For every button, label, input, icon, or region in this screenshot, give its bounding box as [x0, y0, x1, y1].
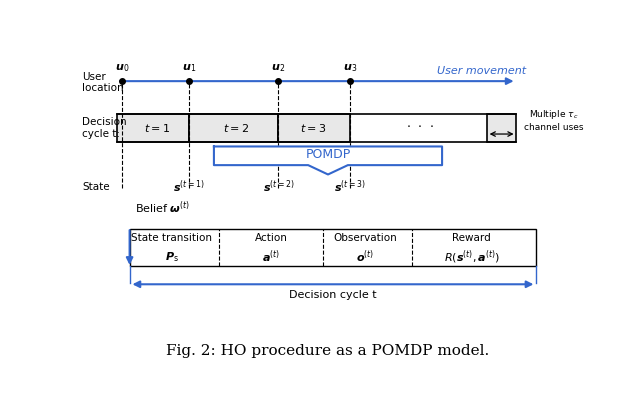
Text: $\boldsymbol{s}^{(t=1)}$: $\boldsymbol{s}^{(t=1)}$: [173, 179, 205, 195]
Text: $R(\boldsymbol{s}^{(t)},\boldsymbol{a}^{(t)})$: $R(\boldsymbol{s}^{(t)},\boldsymbol{a}^{…: [444, 248, 500, 266]
Text: $t = 3$: $t = 3$: [300, 122, 326, 134]
Text: POMDP: POMDP: [305, 148, 351, 161]
Text: $\boldsymbol{u}_{3}$: $\boldsymbol{u}_{3}$: [343, 63, 358, 74]
Text: $\boldsymbol{s}^{(t=3)}$: $\boldsymbol{s}^{(t=3)}$: [335, 179, 366, 195]
Bar: [486, 114, 516, 142]
Text: User movement: User movement: [437, 65, 526, 76]
Text: State: State: [83, 182, 110, 192]
Text: $\boldsymbol{o}^{(t)}$: $\boldsymbol{o}^{(t)}$: [356, 248, 374, 265]
Text: State transition: State transition: [131, 233, 212, 243]
Text: $\boldsymbol{P}_{\mathrm{s}}$: $\boldsymbol{P}_{\mathrm{s}}$: [164, 250, 179, 264]
Text: $\boldsymbol{u}_{2}$: $\boldsymbol{u}_{2}$: [271, 63, 285, 74]
Bar: [129, 229, 536, 266]
Text: $\boldsymbol{s}^{(t=2)}$: $\boldsymbol{s}^{(t=2)}$: [262, 179, 294, 195]
Text: $\cdot$  $\cdot$  $\cdot$: $\cdot$ $\cdot$ $\cdot$: [406, 121, 434, 134]
Text: Observation: Observation: [333, 233, 397, 243]
Text: Decision
cycle t:: Decision cycle t:: [83, 117, 127, 139]
Text: Action: Action: [255, 233, 287, 243]
Bar: [189, 114, 278, 142]
Text: Decision cycle t: Decision cycle t: [289, 290, 377, 300]
Bar: [117, 114, 189, 142]
Text: $t = 1$: $t = 1$: [144, 122, 170, 134]
Text: User
location: User location: [83, 72, 124, 93]
Text: Fig. 2: HO procedure as a POMDP model.: Fig. 2: HO procedure as a POMDP model.: [166, 344, 490, 358]
Text: Multiple $\tau_c$
channel uses: Multiple $\tau_c$ channel uses: [524, 108, 584, 132]
Polygon shape: [214, 147, 442, 175]
Text: $\boldsymbol{u}_{1}$: $\boldsymbol{u}_{1}$: [182, 63, 196, 74]
Text: Reward: Reward: [452, 233, 492, 243]
Text: $\boldsymbol{u}_{0}$: $\boldsymbol{u}_{0}$: [115, 63, 129, 74]
Text: $t = 2$: $t = 2$: [223, 122, 249, 134]
Text: Belief $\boldsymbol{\omega}^{(t)}$: Belief $\boldsymbol{\omega}^{(t)}$: [134, 200, 189, 217]
Text: $\boldsymbol{a}^{(t)}$: $\boldsymbol{a}^{(t)}$: [262, 248, 280, 265]
Bar: [278, 114, 350, 142]
